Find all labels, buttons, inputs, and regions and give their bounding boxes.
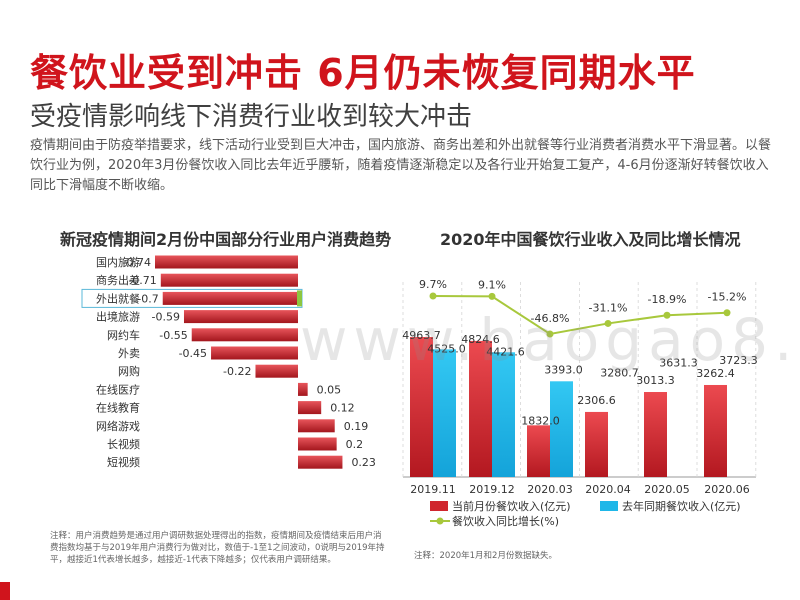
value-label-10: 0.2 [346,438,364,451]
legend-label-current: 当前月份餐饮收入(亿元) [452,499,571,513]
bar-current-label-4: 3013.3 [636,374,675,387]
bar-current-1 [469,340,492,477]
corner-accent [0,582,10,600]
value-label-2: -0.7 [137,292,158,305]
x-tick-label-0: 2019.11 [410,483,456,496]
category-label-10: 长视频 [107,437,140,451]
bar-current-5 [704,384,727,477]
bar-previous-1 [492,352,515,477]
bar-7 [298,382,308,396]
category-label-8: 在线教育 [96,401,140,415]
right-chart-note: 注释：2020年1月和2月份数据缺失。 [414,551,557,561]
bar-current-label-2: 1832.0 [521,414,560,427]
growth-point-0 [429,292,437,300]
x-tick-label-2: 2020.03 [527,483,573,496]
category-label-11: 短视频 [107,455,140,469]
bar-previous-label-4: 3631.3 [659,357,698,370]
x-tick-label-4: 2020.05 [644,483,690,496]
category-label-9: 网络游戏 [96,419,140,433]
bar-3 [183,310,298,324]
legend-swatch-previous [600,501,618,511]
left-chart-note: 注释：用户消费趋势是通过用户调研数据处理得出的指数，疫情期间及疫情结束后用户消费… [50,531,385,565]
bar-5 [211,346,298,360]
bar-previous-label-0: 4525.0 [427,342,466,355]
value-label-5: -0.45 [179,347,207,360]
growth-label-3: -31.1% [589,301,628,314]
legend-label-growth: 餐饮收入同比增长(%) [452,514,559,528]
value-label-4: -0.55 [159,329,187,342]
bar-current-0 [410,337,433,477]
bar-current-label-1: 4824.6 [461,333,500,346]
bar-current-4 [644,392,667,477]
bar-current-2 [527,425,550,477]
legend-label-previous: 去年同期餐饮收入(亿元) [622,499,741,513]
bar-6 [255,364,298,378]
chart1-title: 新冠疫情期间2月份中国部分行业用户消费趋势 [60,230,392,249]
bar-10 [298,437,337,451]
bar-current-label-0: 4963.7 [402,329,441,342]
growth-point-4 [663,311,671,319]
bar-8 [298,401,322,415]
bar-4 [191,328,298,342]
growth-label-5: -15.2% [708,291,747,304]
growth-line [432,295,728,336]
category-label-1: 商务出差 [96,273,140,287]
category-label-3: 出境旅游 [96,310,140,324]
bar-previous-label-3: 3280.7 [600,366,639,379]
bar-previous-2 [550,381,573,477]
bar-2 [162,291,298,305]
page-subtitle: 受疫情影响线下消费行业收到较大冲击 [30,102,473,132]
value-label-8: 0.12 [330,402,355,415]
value-label-1: -0.71 [128,274,156,287]
bar-9 [298,419,335,433]
bar-1 [160,273,298,287]
growth-label-4: -18.9% [648,293,687,306]
value-label-0: -0.74 [123,256,151,269]
value-label-11: 0.23 [351,456,376,469]
value-label-9: 0.19 [344,420,369,433]
category-label-7: 在线医疗 [96,382,140,396]
x-tick-label-1: 2019.12 [469,483,515,496]
category-label-2: 外出就餐 [96,291,140,305]
page-title: 餐饮业受到冲击 6月仍未恢复同期水平 [30,51,696,95]
bar-0 [155,255,298,269]
category-label-6: 网购 [118,364,140,378]
bar-previous-label-1: 4421.6 [486,345,525,358]
chart2-title: 2020年中国餐饮行业收入及同比增长情况 [440,230,741,249]
bar-previous-label-5: 3723.3 [719,354,758,367]
growth-point-5 [723,309,731,317]
growth-label-2: -46.8% [531,312,570,325]
x-tick-label-5: 2020.06 [704,483,750,496]
growth-label-1: 9.1% [478,278,506,291]
value-label-6: -0.22 [223,365,251,378]
bar-previous-label-2: 3393.0 [544,363,583,376]
value-label-3: -0.59 [152,311,180,324]
category-label-5: 外卖 [118,347,140,360]
growth-label-0: 9.7% [419,278,447,291]
growth-point-3 [604,319,612,327]
bar-previous-0 [433,349,456,477]
growth-point-1 [488,292,496,300]
legend-swatch-current [430,501,448,511]
value-label-7: 0.05 [317,383,342,396]
category-label-4: 网约车 [107,328,140,342]
bar-11 [298,455,343,469]
x-tick-label-3: 2020.04 [585,483,631,496]
intro-paragraph: 疫情期间由于防疫举措要求，线下活动行业受到巨大冲击，国内旅游、商务出差和外出就餐… [30,138,772,193]
bar-current-3 [585,411,608,477]
legend-marker-growth [436,517,444,525]
category-label-0: 国内旅游 [96,255,140,269]
growth-point-2 [546,330,554,338]
bar-current-label-3: 2306.6 [577,394,616,407]
bar-current-label-5: 3262.4 [696,367,735,380]
highlight-marker [297,290,302,307]
